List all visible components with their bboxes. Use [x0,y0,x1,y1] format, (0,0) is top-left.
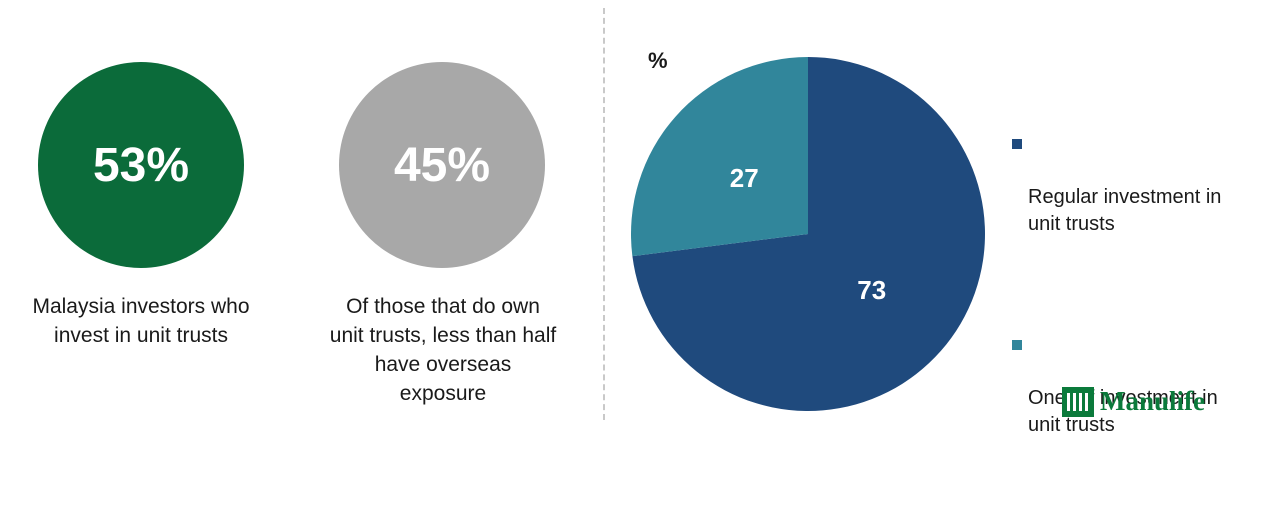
pie-slice-1 [630,57,808,257]
legend-item-one-off: One-off investment in unit trusts [1012,331,1262,439]
section-divider [603,8,605,420]
legend-item-regular: Regular investment in unit trusts [1012,130,1262,238]
stat-value: 53% [92,138,190,192]
legend-swatch-one-off [1012,340,1022,350]
stat-caption-unit-trust-investors: Malaysia investors who invest in unit tr… [32,295,250,347]
chart-unit-label: % [648,48,668,73]
legend-swatch-regular [1012,139,1022,149]
pie-slice-0 [632,57,985,411]
chart-legend: Regular investment in unit trusts One-of… [1012,130,1262,532]
pie-slice-label-0: 73 [857,275,886,305]
stat-caption-overseas-exposure: Of those that do own unit trusts, less t… [329,295,557,405]
legend-label: Regular investment in unit trusts [1028,186,1222,235]
stat-circle-unit-trust-investors: 53% [38,62,244,268]
pie-slice-label-1: 27 [730,163,759,193]
manulife-logo-icon [1062,386,1094,417]
pie-chart: 73 27 [630,57,985,411]
stat-circle-overseas-exposure: 45% [339,62,545,268]
manulife-logo: Manulife [1062,386,1205,417]
stat-value: 45% [393,138,491,192]
manulife-logo-text: Manulife [1100,386,1205,416]
